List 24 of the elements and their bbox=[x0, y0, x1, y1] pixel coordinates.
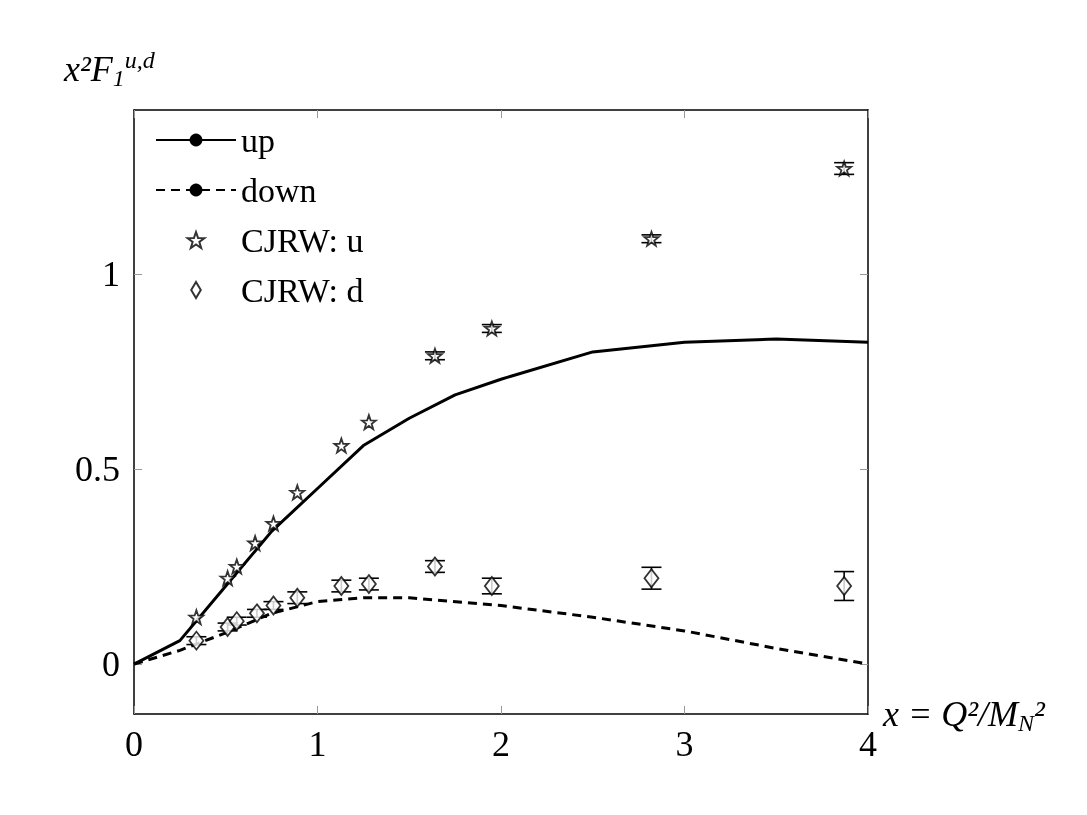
y-tick-label: 0 bbox=[102, 644, 120, 685]
point bbox=[247, 535, 264, 551]
point bbox=[219, 570, 236, 587]
point bbox=[836, 576, 853, 596]
point bbox=[188, 609, 205, 626]
x-tick-label: 4 bbox=[859, 724, 877, 764]
point bbox=[333, 437, 350, 454]
point bbox=[228, 558, 245, 575]
point bbox=[188, 630, 205, 651]
x-tick-label: 2 bbox=[492, 724, 510, 764]
y-tick-label: 1 bbox=[102, 253, 120, 294]
point bbox=[360, 414, 377, 431]
legend-label: CJRW: u bbox=[241, 221, 364, 259]
point bbox=[643, 230, 660, 247]
legend-label: down bbox=[241, 171, 317, 209]
x-tick-label: 1 bbox=[308, 724, 327, 764]
point bbox=[427, 347, 443, 364]
point bbox=[289, 484, 306, 501]
y-tick-label: 0.5 bbox=[75, 448, 120, 489]
point bbox=[265, 515, 282, 532]
legend-label: up bbox=[241, 121, 275, 159]
point bbox=[289, 587, 306, 608]
legend-label: CJRW: d bbox=[241, 271, 364, 309]
x-tick-label: 3 bbox=[675, 724, 694, 764]
